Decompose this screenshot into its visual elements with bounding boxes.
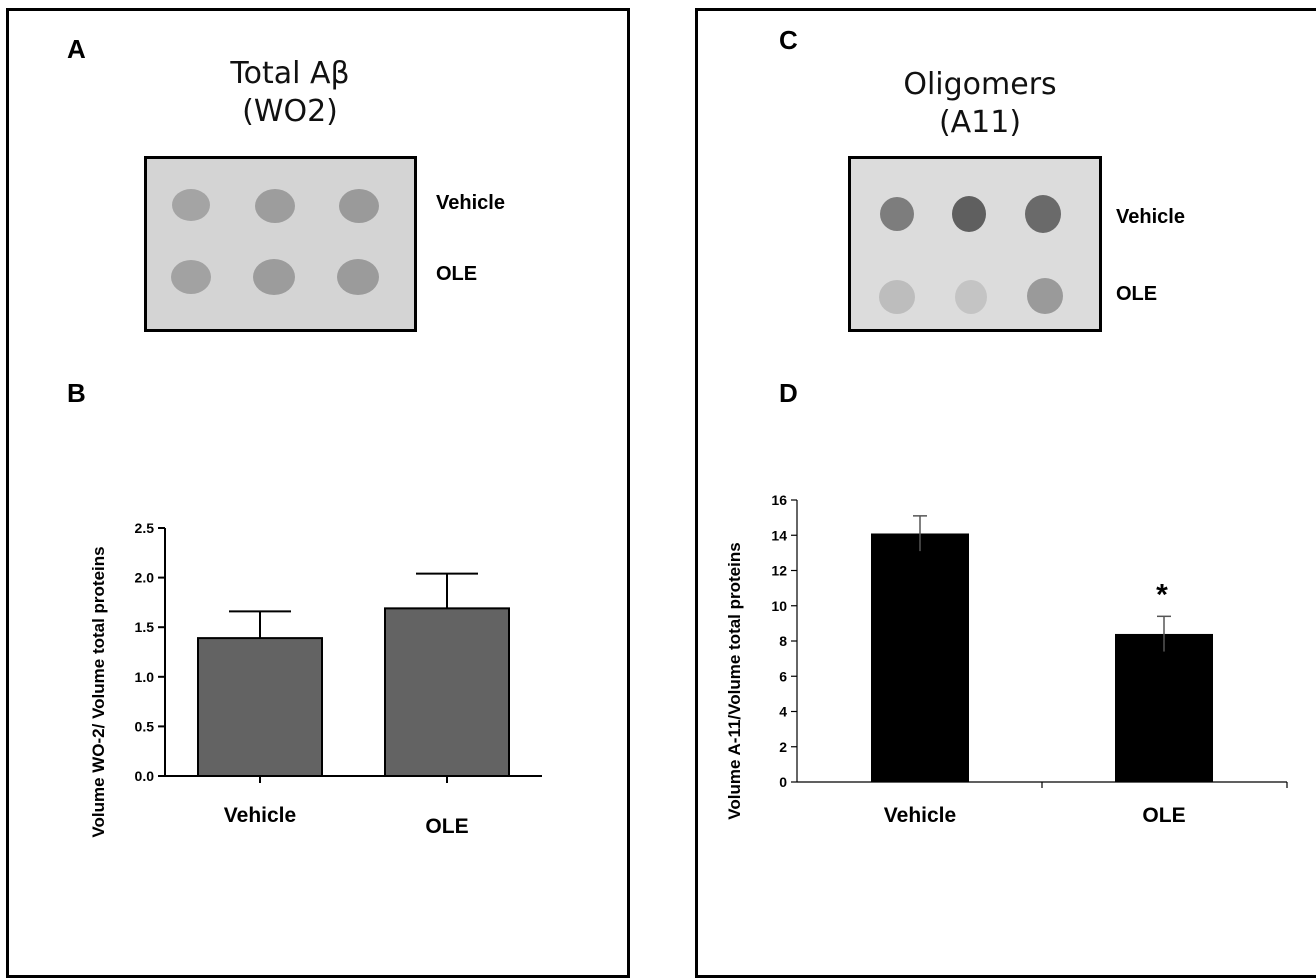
blot-c-row-ole: OLE	[1116, 283, 1158, 305]
blot-dot	[1027, 278, 1063, 314]
panel-letter-d: D	[779, 378, 798, 408]
chart-d-significance-marker: *	[1156, 578, 1168, 611]
panel-letter-a: A	[67, 34, 86, 64]
blot-a-row-ole: OLE	[436, 263, 478, 285]
chart-d-y-tick-label: 0	[779, 774, 787, 790]
dot-blot-c	[848, 156, 1102, 332]
chart-b-category-label: Vehicle	[224, 804, 296, 827]
blot-c-title: Oligomers (A11)	[840, 66, 1120, 142]
dot-blot-a	[144, 156, 417, 332]
blot-dot	[955, 280, 987, 314]
chart-b-bar	[384, 607, 510, 777]
chart-b-y-tick-label: 1.0	[135, 669, 155, 685]
chart-b-y-tick-label: 0.0	[135, 768, 155, 784]
chart-b-y-axis-label: Volume WO-2/ Volume total proteins	[89, 546, 108, 837]
blot-c-title-line2: (A11)	[938, 105, 1022, 140]
blot-dot	[253, 259, 295, 295]
chart-d-y-tick-label: 2	[779, 739, 787, 755]
chart-d-y-tick-label: 4	[779, 704, 787, 720]
chart-d-bar	[1115, 633, 1213, 782]
chart-d-y-tick-label: 8	[779, 633, 787, 649]
blot-c-title-line1: Oligomers	[903, 67, 1057, 102]
chart-b-y-tick-label: 2.5	[135, 520, 155, 536]
blot-dot	[879, 280, 915, 314]
blot-dot	[171, 260, 211, 294]
chart-d-y-tick-label: 16	[771, 492, 787, 508]
chart-b-y-tick-label: 2.0	[135, 570, 155, 586]
blot-a-title: Total Aβ (WO2)	[150, 55, 430, 131]
panel-letter-c: C	[779, 25, 798, 55]
chart-d-category-label: Vehicle	[884, 804, 956, 827]
chart-d-y-tick-label: 14	[771, 527, 787, 543]
blot-dot	[339, 189, 379, 223]
chart-b-y-tick-label: 1.5	[135, 619, 155, 635]
blot-dot	[952, 196, 986, 232]
blot-c-row-vehicle: Vehicle	[1116, 206, 1185, 228]
panel-letter-b: B	[67, 378, 86, 408]
chart-d-category-label: OLE	[1142, 804, 1185, 827]
chart-d-y-tick-label: 6	[779, 668, 787, 684]
chart-d-y-tick-label: 10	[771, 598, 787, 614]
chart-d-y-tick-label: 12	[771, 563, 787, 579]
blot-dot	[337, 259, 379, 295]
chart-b-bar	[197, 637, 323, 777]
blot-dot	[1025, 195, 1061, 233]
blot-dot	[255, 189, 295, 223]
chart-b-category-label: OLE	[425, 815, 468, 838]
chart-d-bar	[871, 533, 969, 782]
chart-d-y-axis-label: Volume A-11/Volume total proteins	[725, 542, 744, 819]
blot-dot	[880, 197, 914, 231]
blot-dot	[172, 189, 210, 221]
chart-b-y-tick-label: 0.5	[135, 718, 155, 734]
blot-a-row-vehicle: Vehicle	[436, 192, 505, 214]
blot-a-title-line1: Total Aβ	[230, 56, 350, 91]
blot-a-title-line2: (WO2)	[242, 94, 338, 129]
